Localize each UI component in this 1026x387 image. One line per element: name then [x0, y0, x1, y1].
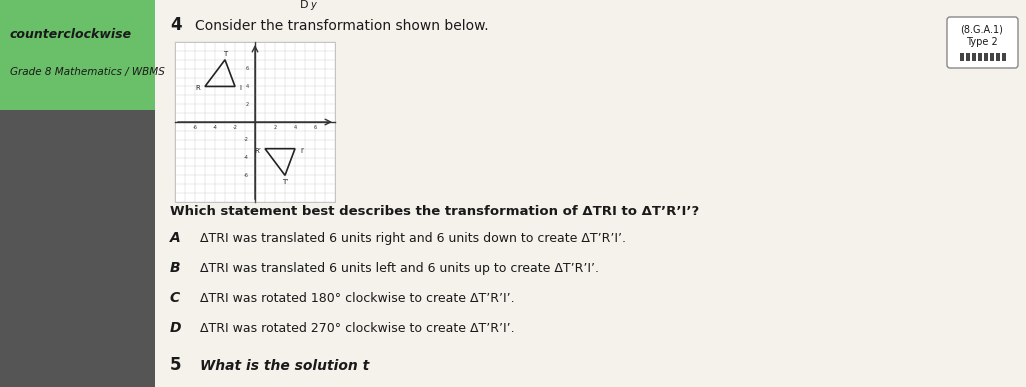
Text: -2: -2 — [244, 137, 249, 142]
Text: A: A — [170, 231, 181, 245]
Text: D: D — [170, 321, 182, 335]
Text: ΔTRI was translated 6 units right and 6 units down to create ΔT’R’I’.: ΔTRI was translated 6 units right and 6 … — [200, 232, 626, 245]
Text: -4: -4 — [212, 125, 218, 130]
Text: I’: I’ — [300, 148, 304, 154]
FancyBboxPatch shape — [120, 0, 1026, 387]
Text: 4: 4 — [246, 84, 249, 89]
Text: Type 2: Type 2 — [966, 37, 998, 47]
Text: B: B — [170, 261, 181, 275]
Text: counterclockwise: counterclockwise — [10, 28, 132, 41]
FancyBboxPatch shape — [1002, 53, 1005, 61]
FancyBboxPatch shape — [966, 53, 970, 61]
FancyBboxPatch shape — [960, 53, 963, 61]
FancyBboxPatch shape — [947, 17, 1018, 68]
Text: Which statement best describes the transformation of ΔTRI to ΔT’R’I’?: Which statement best describes the trans… — [170, 205, 700, 218]
Text: T’: T’ — [282, 179, 288, 185]
Text: (8.G.A.1): (8.G.A.1) — [960, 24, 1003, 34]
FancyBboxPatch shape — [175, 42, 336, 202]
FancyBboxPatch shape — [978, 53, 982, 61]
Text: 6: 6 — [246, 66, 249, 71]
Text: D: D — [300, 0, 309, 10]
Text: ΔTRI was rotated 180° clockwise to create ΔT’R’I’.: ΔTRI was rotated 180° clockwise to creat… — [200, 292, 515, 305]
Text: ΔTRI was translated 6 units left and 6 units up to create ΔT’R’I’.: ΔTRI was translated 6 units left and 6 u… — [200, 262, 599, 275]
FancyBboxPatch shape — [972, 53, 976, 61]
FancyBboxPatch shape — [996, 53, 999, 61]
Text: y: y — [310, 0, 316, 10]
Text: Grade 8 Mathematics / WBMS: Grade 8 Mathematics / WBMS — [10, 67, 165, 77]
Text: C: C — [170, 291, 181, 305]
Text: -6: -6 — [244, 173, 249, 178]
Text: Consider the transformation shown below.: Consider the transformation shown below. — [195, 19, 488, 33]
FancyBboxPatch shape — [984, 53, 987, 61]
Text: 4: 4 — [293, 125, 297, 130]
Text: 4: 4 — [170, 16, 182, 34]
Text: What is the solution t: What is the solution t — [200, 359, 369, 373]
Text: R’: R’ — [254, 148, 262, 154]
Text: 6: 6 — [313, 125, 317, 130]
Text: -4: -4 — [244, 155, 249, 160]
FancyBboxPatch shape — [0, 0, 155, 110]
Text: 2: 2 — [246, 102, 249, 107]
Text: I: I — [239, 86, 241, 91]
Text: 2: 2 — [274, 125, 277, 130]
Text: ΔTRI was rotated 270° clockwise to create ΔT’R’I’.: ΔTRI was rotated 270° clockwise to creat… — [200, 322, 515, 335]
FancyBboxPatch shape — [0, 100, 155, 387]
Text: T: T — [223, 51, 227, 57]
Text: R: R — [196, 86, 200, 91]
Text: -2: -2 — [233, 125, 237, 130]
Text: 5: 5 — [170, 356, 182, 374]
FancyBboxPatch shape — [990, 53, 993, 61]
Text: -6: -6 — [193, 125, 197, 130]
